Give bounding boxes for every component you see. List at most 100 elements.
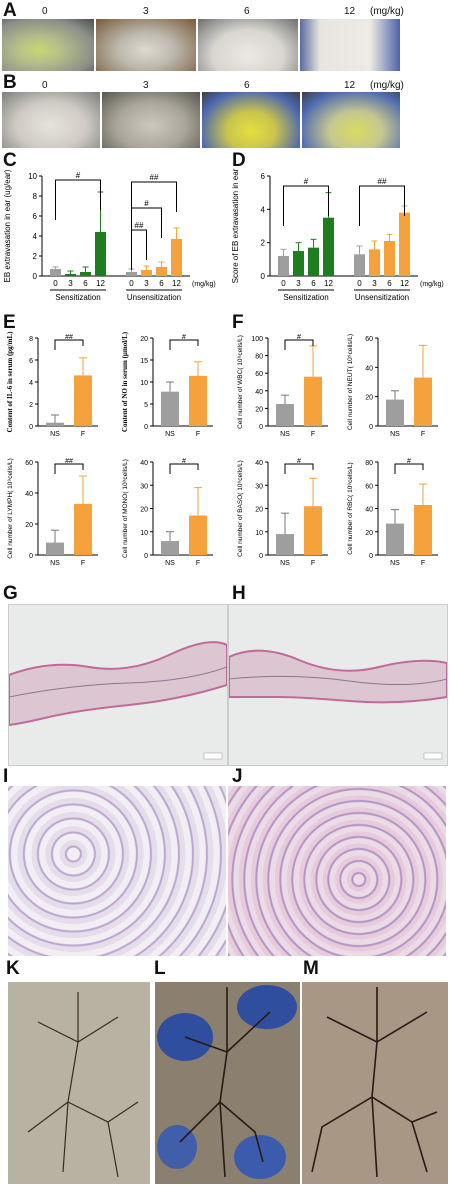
chart-c: 0 2 4 6 8 10 EB extravasation in ear (ug/ear) 0…	[3, 169, 216, 302]
y-tick-label: 6	[261, 172, 266, 181]
y-tick-label: 8	[29, 336, 33, 343]
bar	[189, 515, 207, 555]
significance-label: ##	[150, 173, 159, 182]
panel-label-e: E	[3, 312, 16, 333]
bar	[171, 239, 182, 276]
significance-label: #	[304, 177, 309, 186]
mouse-ear-photo-b-6	[202, 92, 300, 148]
dose-label: 12	[344, 80, 356, 91]
x-tick-label: F	[196, 560, 200, 567]
significance-label: #	[144, 199, 149, 208]
y-axis-label: Cell number of WBC( 10⁹cells/L)	[237, 335, 244, 429]
x-tick-label: NS	[390, 431, 400, 438]
x-tick-label: 12	[172, 279, 181, 288]
bar	[369, 249, 380, 276]
y-axis-label: EB extravasation in ear (ug/ear)	[3, 169, 12, 282]
significance-bracket	[169, 463, 199, 474]
x-tick-label: 12	[400, 279, 409, 288]
bar	[189, 375, 207, 426]
y-tick-label: 20	[140, 336, 148, 343]
panel-label-j: J	[232, 766, 243, 787]
y-tick-label: 0	[369, 424, 373, 431]
y-tick-label: 40	[140, 460, 148, 467]
y-tick-label: 0	[29, 553, 33, 560]
y-tick-label: 0	[261, 272, 266, 281]
panel-label-h: H	[232, 583, 246, 604]
y-axis-label: Cell number of BASO( 10⁹cells/L)	[237, 460, 244, 557]
significance-bracket	[54, 339, 84, 350]
x-tick-label: NS	[280, 560, 290, 567]
y-tick-label: 10	[28, 172, 37, 181]
bar	[156, 267, 167, 276]
bar	[80, 272, 91, 276]
bar	[276, 534, 294, 555]
y-tick-label: 60	[365, 336, 373, 343]
y-tick-label: 10	[140, 380, 148, 387]
blood-vessels	[311, 987, 438, 1178]
x-tick-label: 12	[324, 279, 333, 288]
dose-label: 6	[244, 80, 250, 91]
y-tick-label: 60	[25, 460, 33, 467]
panel-label-c: C	[3, 150, 17, 171]
bar	[304, 376, 322, 426]
x-unit-label: (mg/kg)	[420, 281, 444, 288]
bar	[414, 377, 432, 426]
x-tick-label: 0	[357, 279, 362, 288]
y-axis-label: Cell number of LYMPH( 10⁹cells/L)	[7, 458, 14, 559]
y-tick-label: 0	[259, 553, 263, 560]
y-tick-label: 30	[255, 483, 263, 490]
y-tick-label: 10	[255, 530, 263, 537]
bar	[414, 505, 432, 555]
y-tick-label: 15	[140, 358, 148, 365]
bar	[308, 247, 319, 276]
significance-label: #	[297, 458, 301, 465]
bar	[95, 232, 106, 276]
significance-label: ##	[378, 177, 387, 186]
y-tick-label: 0	[369, 553, 373, 560]
chart-f-baso: 0 10 20 30 40 Cell number of BASO( 10⁹cells/L…	[237, 458, 328, 567]
panel-label-b: B	[3, 72, 17, 93]
y-tick-label: 6	[29, 358, 33, 365]
significance-bracket	[55, 179, 101, 220]
vessel-photo-k	[8, 982, 150, 1184]
bar	[278, 256, 289, 276]
chart-e-no: 0 5 10 15 20 Content of NO in serum (μmol/L) N…	[121, 331, 213, 438]
x-tick-label: F	[311, 560, 315, 567]
x-tick-label: 3	[296, 279, 301, 288]
panel-label-m: M	[303, 958, 319, 979]
panel-label-g: G	[3, 583, 18, 604]
x-tick-label: 12	[96, 279, 105, 288]
dose-label: 3	[143, 80, 149, 91]
x-tick-label: 6	[83, 279, 88, 288]
bar	[74, 375, 92, 426]
y-axis-label: Score of EB extravasation in ear	[231, 168, 240, 283]
significance-bracket	[284, 463, 314, 474]
histology-skin-g	[8, 604, 228, 766]
dose-label: 3	[143, 6, 149, 17]
group-label: Unsensitization	[127, 293, 181, 302]
bar	[126, 272, 137, 276]
bar	[304, 506, 322, 555]
y-tick-label: 5	[144, 402, 148, 409]
y-tick-label: 0	[259, 424, 263, 431]
vessel-photo-m	[302, 982, 448, 1184]
group-label: Sensitization	[55, 293, 100, 302]
significance-label: #	[182, 458, 186, 465]
bar	[161, 391, 179, 426]
significance-label: #	[182, 334, 186, 341]
y-tick-label: 2	[261, 239, 266, 248]
mouse-ear-photo-b-12	[302, 92, 400, 148]
bar	[323, 217, 334, 276]
x-tick-label: 0	[53, 279, 58, 288]
x-tick-label: 0	[281, 279, 286, 288]
dose-label: 0	[42, 6, 48, 17]
significance-bracket	[131, 181, 177, 222]
y-tick-label: 6	[33, 212, 38, 221]
dose-label: 0	[42, 80, 48, 91]
panel-label-f: F	[232, 312, 244, 333]
bar	[46, 542, 64, 555]
bar	[354, 254, 365, 276]
histology-lung-i	[8, 786, 226, 956]
significance-label: ##	[135, 221, 144, 230]
x-tick-label: NS	[165, 560, 175, 567]
